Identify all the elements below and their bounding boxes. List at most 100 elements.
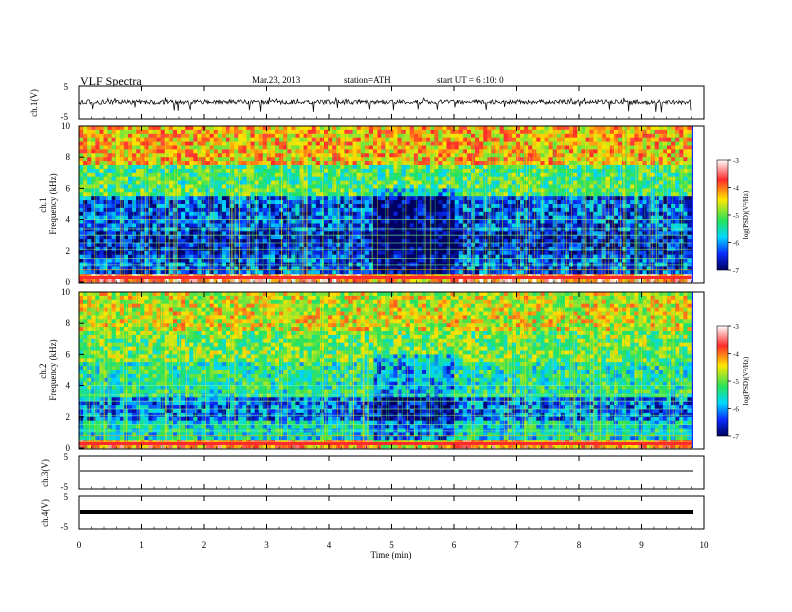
spectrogram-cell (528, 211, 533, 216)
spectrogram-cell (446, 243, 451, 248)
spectrogram-cell (299, 129, 304, 135)
spectrogram-cell (495, 153, 500, 158)
spectrogram-cell (332, 141, 337, 146)
spectrogram-cell (430, 207, 435, 213)
spectrogram-cell (381, 211, 386, 216)
spectrogram-cell (573, 165, 578, 170)
spectrogram-cell (360, 250, 366, 255)
spectrogram-cell (626, 145, 631, 150)
spectrogram-cell (217, 176, 223, 181)
spectrogram-cell (287, 239, 292, 244)
spectrogram-cell (548, 172, 553, 177)
spectrogram-cell (613, 207, 619, 213)
spectrogram-cell (397, 207, 402, 213)
spectrogram-cell (446, 145, 451, 150)
spectrogram-cell (336, 137, 341, 142)
spectrogram-cell (683, 196, 688, 201)
spectrogram-cell (397, 250, 402, 255)
spectrogram-cell (662, 192, 668, 197)
spectrogram-cell (340, 231, 345, 236)
spectrogram-cell (144, 235, 149, 240)
spectrogram-cell (626, 231, 631, 236)
spectrogram-cell (307, 204, 313, 209)
spectrogram-cell (270, 157, 276, 162)
spectrogram-cell (315, 129, 321, 135)
spectrogram-cell (662, 243, 668, 248)
spectrogram-cell (103, 149, 108, 154)
spectrogram-cell (544, 180, 549, 185)
spectrogram-cell (426, 227, 431, 232)
spectrogram-cell (324, 133, 329, 138)
spectrogram-cell (515, 211, 521, 216)
spectrogram-cell (373, 250, 378, 255)
spectrogram-cell (552, 126, 558, 131)
spectrogram-cell (434, 149, 439, 154)
spectrogram-cell (87, 223, 92, 228)
spectrogram-cell (111, 250, 117, 255)
spectrogram-cell (242, 204, 247, 209)
spectrogram-cell (79, 231, 84, 236)
spectrogram-cell (662, 200, 668, 205)
spectrogram-cell (687, 188, 692, 193)
spectrogram-cell (315, 180, 321, 185)
spectrogram-cell (540, 129, 545, 135)
spectrogram-cell (417, 239, 423, 244)
spectrogram-cell (626, 239, 631, 244)
spectrogram-cell (450, 161, 455, 166)
spectrogram-cell (377, 204, 382, 209)
spectrogram-cell (683, 192, 688, 197)
spectrogram-cell (193, 235, 198, 240)
spectrogram-cell (152, 239, 157, 244)
spectrogram-cell (87, 204, 92, 209)
spectrogram-cell (140, 188, 145, 193)
spectrogram-cell (605, 157, 611, 162)
spectrogram-cell (185, 176, 190, 181)
spectrogram-cell (479, 153, 484, 158)
spectrogram-cell (577, 227, 582, 232)
spectrogram-cell (495, 219, 500, 224)
spectrogram-cell (683, 219, 688, 224)
spectrogram-cell (430, 231, 435, 236)
spectrogram-cell (111, 196, 117, 201)
spectrogram-cell (646, 149, 651, 154)
spectrogram-cell (450, 176, 455, 181)
spectrogram-cell (164, 204, 170, 209)
spectrogram-cell (434, 223, 439, 228)
spectrogram-cell (217, 223, 223, 228)
spectrogram-cell (246, 239, 251, 244)
spectrogram-cell (262, 157, 268, 162)
spectrogram-cell (573, 180, 578, 185)
spectrogram-cell (438, 168, 443, 174)
spectrogram-cell (613, 235, 619, 240)
spectrogram-cell (201, 157, 206, 162)
date-label: Mar.23, 2013 (252, 75, 301, 85)
spectrogram-cell (291, 223, 296, 228)
spectrogram-cell (593, 126, 598, 131)
spectrogram-cell (226, 207, 231, 213)
spectrogram-cell (569, 141, 574, 146)
spectrogram-cell (564, 235, 570, 240)
spectrogram-cell (115, 176, 121, 181)
spectrogram-cell (381, 153, 386, 158)
spectrogram-cell (679, 141, 684, 146)
spectrogram-cell (466, 239, 472, 244)
spectrogram-cell (385, 145, 390, 150)
spectrogram-cell (434, 231, 439, 236)
spectrogram-cell (83, 153, 88, 158)
spectrogram-cell (548, 184, 553, 189)
spectrogram-cell (601, 141, 607, 146)
spectrogram-cell (511, 129, 517, 135)
spectrogram-cell (291, 126, 296, 131)
spectrogram-cell (466, 250, 472, 255)
spectrogram-cell (152, 141, 157, 146)
spectrogram-cell (307, 192, 313, 197)
spectrogram-cell (430, 200, 435, 205)
spectrogram-cell (266, 129, 272, 135)
spectrogram-cell (364, 223, 370, 228)
spectrogram-cell (311, 168, 317, 174)
spectrogram-cell (495, 227, 500, 232)
spectrogram-cell (364, 207, 370, 213)
spectrogram-cell (454, 168, 460, 174)
spectrogram-cell (123, 165, 129, 170)
